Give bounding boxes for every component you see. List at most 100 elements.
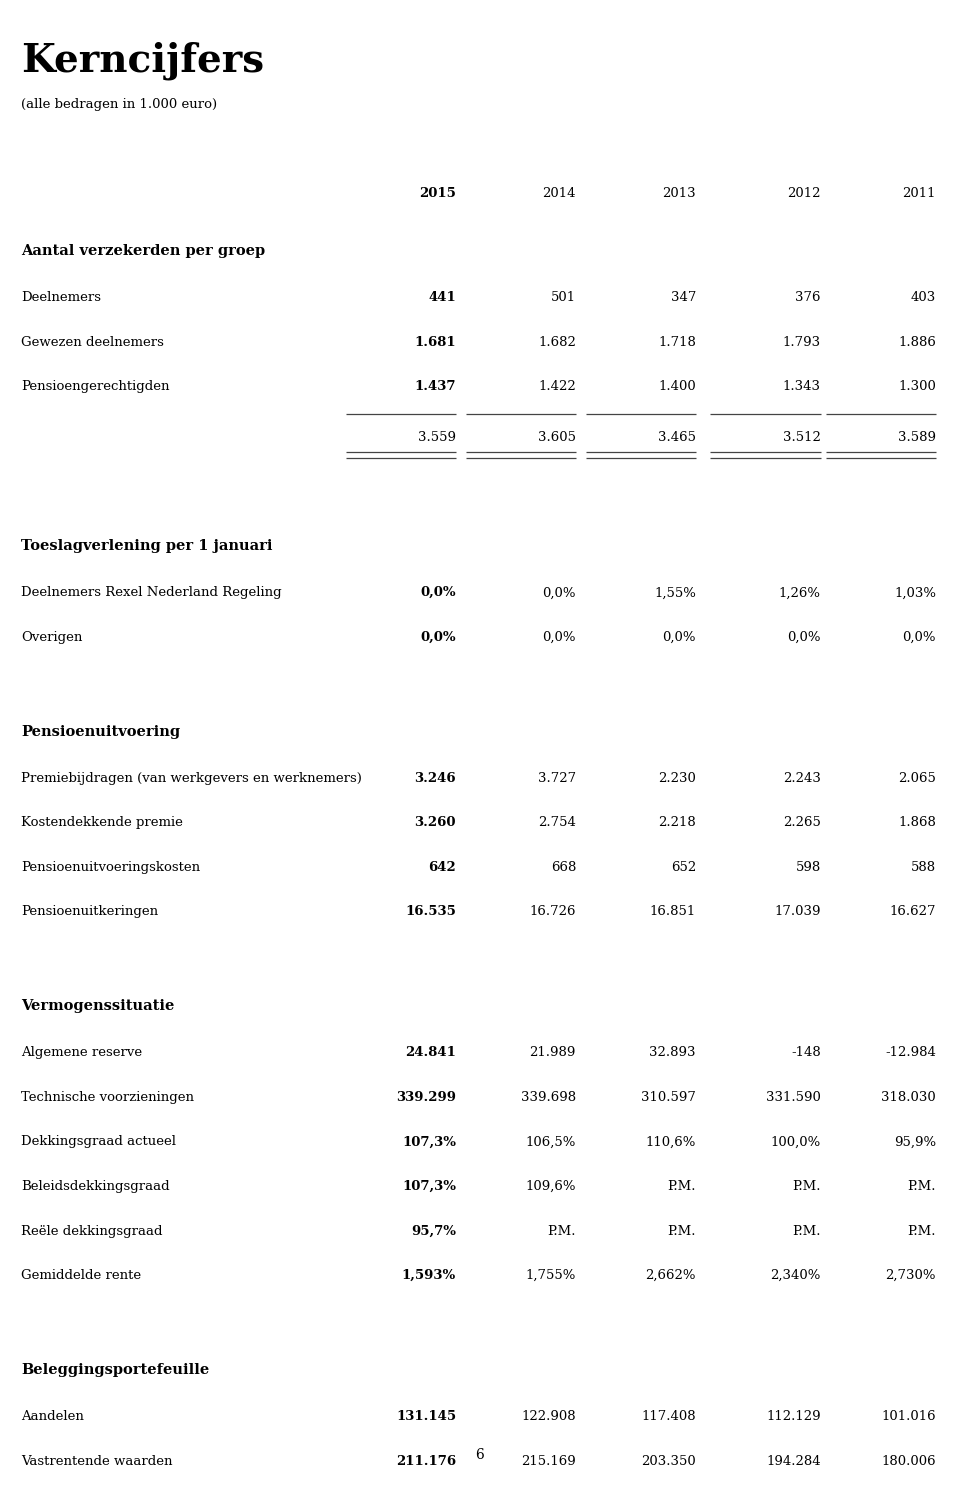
Text: P.M.: P.M. [667, 1225, 696, 1238]
Text: 6: 6 [475, 1448, 485, 1463]
Text: Pensioenuitkeringen: Pensioenuitkeringen [21, 906, 158, 918]
Text: Aandelen: Aandelen [21, 1411, 84, 1423]
Text: Kerncijfers: Kerncijfers [21, 42, 264, 80]
Text: Vermogenssituatie: Vermogenssituatie [21, 1000, 175, 1013]
Text: 331.590: 331.590 [766, 1091, 821, 1104]
Text: 1.868: 1.868 [899, 817, 936, 829]
Text: Kostendekkende premie: Kostendekkende premie [21, 817, 183, 829]
Text: Technische voorzieningen: Technische voorzieningen [21, 1091, 194, 1104]
Text: 16.726: 16.726 [530, 906, 576, 918]
Text: 3.260: 3.260 [415, 817, 456, 829]
Text: 1.718: 1.718 [659, 336, 696, 348]
Text: 376: 376 [795, 292, 821, 304]
Text: 668: 668 [551, 862, 576, 873]
Text: 101.016: 101.016 [881, 1411, 936, 1423]
Text: 0,0%: 0,0% [662, 631, 696, 644]
Text: 3.589: 3.589 [898, 432, 936, 443]
Text: 2.230: 2.230 [659, 772, 696, 784]
Text: 2011: 2011 [902, 187, 936, 201]
Text: 318.030: 318.030 [881, 1091, 936, 1104]
Text: 215.169: 215.169 [521, 1455, 576, 1467]
Text: 1.343: 1.343 [782, 381, 821, 393]
Text: 0,0%: 0,0% [787, 631, 821, 644]
Text: 2.265: 2.265 [783, 817, 821, 829]
Text: (alle bedragen in 1.000 euro): (alle bedragen in 1.000 euro) [21, 98, 217, 112]
Text: 2.065: 2.065 [899, 772, 936, 784]
Text: 211.176: 211.176 [396, 1455, 456, 1467]
Text: Toeslagverlening per 1 januari: Toeslagverlening per 1 januari [21, 540, 273, 554]
Text: 2,340%: 2,340% [771, 1269, 821, 1283]
Text: Aantal verzekerden per groep: Aantal verzekerden per groep [21, 244, 265, 257]
Text: 2013: 2013 [662, 187, 696, 201]
Text: 0,0%: 0,0% [542, 631, 576, 644]
Text: 403: 403 [911, 292, 936, 304]
Text: 203.350: 203.350 [641, 1455, 696, 1467]
Text: Deelnemers Rexel Nederland Regeling: Deelnemers Rexel Nederland Regeling [21, 586, 281, 600]
Text: Premiebijdragen (van werkgevers en werknemers): Premiebijdragen (van werkgevers en werkn… [21, 772, 362, 784]
Text: 0,0%: 0,0% [420, 586, 456, 600]
Text: 588: 588 [911, 862, 936, 873]
Text: 32.893: 32.893 [650, 1046, 696, 1059]
Text: 16.851: 16.851 [650, 906, 696, 918]
Text: P.M.: P.M. [907, 1180, 936, 1193]
Text: 3.512: 3.512 [783, 432, 821, 443]
Text: 106,5%: 106,5% [526, 1135, 576, 1149]
Text: 3.727: 3.727 [538, 772, 576, 784]
Text: P.M.: P.M. [667, 1180, 696, 1193]
Text: 1,755%: 1,755% [526, 1269, 576, 1283]
Text: 180.006: 180.006 [881, 1455, 936, 1467]
Text: 109,6%: 109,6% [525, 1180, 576, 1193]
Text: 2,730%: 2,730% [885, 1269, 936, 1283]
Text: 501: 501 [551, 292, 576, 304]
Text: 1,593%: 1,593% [401, 1269, 456, 1283]
Text: 347: 347 [671, 292, 696, 304]
Text: 17.039: 17.039 [775, 906, 821, 918]
Text: 122.908: 122.908 [521, 1411, 576, 1423]
Text: Vastrentende waarden: Vastrentende waarden [21, 1455, 173, 1467]
Text: 117.408: 117.408 [641, 1411, 696, 1423]
Text: Algemene reserve: Algemene reserve [21, 1046, 142, 1059]
Text: Beleidsdekkingsgraad: Beleidsdekkingsgraad [21, 1180, 170, 1193]
Text: -12.984: -12.984 [885, 1046, 936, 1059]
Text: 21.989: 21.989 [530, 1046, 576, 1059]
Text: 112.129: 112.129 [766, 1411, 821, 1423]
Text: P.M.: P.M. [547, 1225, 576, 1238]
Text: P.M.: P.M. [792, 1180, 821, 1193]
Text: Gewezen deelnemers: Gewezen deelnemers [21, 336, 164, 348]
Text: 1.886: 1.886 [899, 336, 936, 348]
Text: Gemiddelde rente: Gemiddelde rente [21, 1269, 141, 1283]
Text: 598: 598 [796, 862, 821, 873]
Text: 2015: 2015 [420, 187, 456, 201]
Text: Deelnemers: Deelnemers [21, 292, 101, 304]
Text: 310.597: 310.597 [641, 1091, 696, 1104]
Text: 0,0%: 0,0% [542, 586, 576, 600]
Text: P.M.: P.M. [792, 1225, 821, 1238]
Text: 16.535: 16.535 [405, 906, 456, 918]
Text: 107,3%: 107,3% [402, 1180, 456, 1193]
Text: 107,3%: 107,3% [402, 1135, 456, 1149]
Text: 3.465: 3.465 [658, 432, 696, 443]
Text: Pensioenuitvoeringskosten: Pensioenuitvoeringskosten [21, 862, 201, 873]
Text: 1.422: 1.422 [539, 381, 576, 393]
Text: 110,6%: 110,6% [646, 1135, 696, 1149]
Text: 2014: 2014 [542, 187, 576, 201]
Text: 339.698: 339.698 [521, 1091, 576, 1104]
Text: 3.605: 3.605 [538, 432, 576, 443]
Text: Overigen: Overigen [21, 631, 83, 644]
Text: 2.243: 2.243 [783, 772, 821, 784]
Text: -148: -148 [791, 1046, 821, 1059]
Text: P.M.: P.M. [907, 1225, 936, 1238]
Text: 1.400: 1.400 [659, 381, 696, 393]
Text: 194.284: 194.284 [766, 1455, 821, 1467]
Text: 3.559: 3.559 [418, 432, 456, 443]
Text: 16.627: 16.627 [890, 906, 936, 918]
Text: Pensioengerechtigden: Pensioengerechtigden [21, 381, 170, 393]
Text: Reële dekkingsgraad: Reële dekkingsgraad [21, 1225, 162, 1238]
Text: Pensioenuitvoering: Pensioenuitvoering [21, 725, 180, 738]
Text: 2.218: 2.218 [659, 817, 696, 829]
Text: Dekkingsgraad actueel: Dekkingsgraad actueel [21, 1135, 176, 1149]
Text: 95,9%: 95,9% [894, 1135, 936, 1149]
Text: 24.841: 24.841 [405, 1046, 456, 1059]
Text: 1.437: 1.437 [415, 381, 456, 393]
Text: 100,0%: 100,0% [771, 1135, 821, 1149]
